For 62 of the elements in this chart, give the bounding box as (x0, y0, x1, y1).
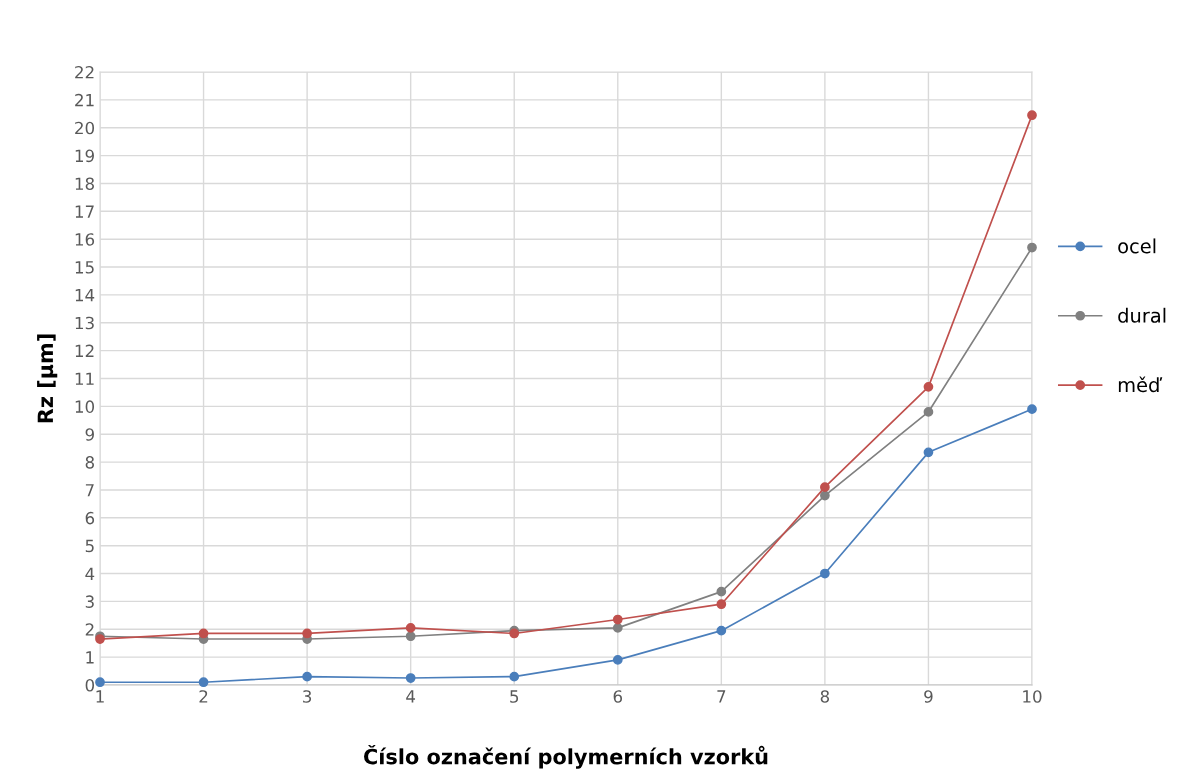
x-tick-label: 1 (96, 690, 104, 703)
point (612, 623, 623, 633)
legend-label: ocel (1118, 238, 1156, 254)
y-tick-label: 14 (75, 289, 95, 302)
point (198, 677, 209, 688)
y-tick-label: 19 (75, 149, 94, 163)
point (405, 631, 416, 642)
y-axis-title: Rz [µm] (37, 334, 58, 423)
y-tick-label: 9 (85, 428, 94, 441)
y-tick-label: 4 (85, 567, 95, 580)
y-tick-label: 12 (75, 344, 94, 357)
point (302, 671, 312, 682)
point (1027, 110, 1037, 121)
y-tick-label: 20 (75, 121, 95, 135)
point (405, 673, 416, 683)
point (716, 599, 727, 610)
y-tick-label: 13 (75, 316, 94, 330)
y-tick-label: 21 (75, 93, 94, 107)
x-tick-label: 3 (303, 690, 312, 703)
point (820, 490, 830, 501)
y-tick-label: 0 (85, 678, 95, 692)
point (612, 614, 623, 625)
y-tick-label: 3 (85, 595, 94, 608)
point (198, 628, 209, 639)
x-tick-label: 4 (406, 690, 416, 703)
x-tick-label: 2 (199, 690, 208, 703)
point (509, 671, 520, 682)
y-tick-label: 5 (85, 539, 94, 553)
y-tick-label: 2 (85, 623, 94, 636)
point (923, 447, 934, 458)
point (716, 625, 727, 636)
y-tick-label: 7 (85, 484, 94, 497)
y-tick-label: 1 (86, 651, 94, 664)
point (923, 407, 934, 417)
x-tick-label: 7 (717, 690, 726, 703)
y-tick-label: 15 (75, 261, 94, 274)
legend-label: měď (1118, 376, 1163, 393)
y-tick-label: 22 (75, 65, 94, 79)
point (302, 628, 312, 639)
point (405, 623, 416, 633)
y-tick-label: 16 (75, 233, 95, 246)
point (716, 586, 727, 597)
x-axis-title: Číslo označení polymerních vzorků (364, 744, 768, 769)
x-tick-label: 5 (510, 690, 519, 703)
point (612, 655, 623, 665)
point (1027, 404, 1037, 415)
point (923, 381, 934, 392)
y-tick-label: 18 (75, 177, 94, 191)
point (820, 568, 830, 579)
y-tick-label: 6 (85, 511, 95, 525)
x-tick-label: 9 (924, 690, 933, 703)
point (95, 677, 105, 688)
x-tick-label: 8 (820, 690, 830, 703)
point (1027, 242, 1037, 253)
y-tick-label: 11 (75, 372, 94, 385)
legend-label: dural (1118, 307, 1166, 323)
x-tick-label: 6 (613, 690, 623, 703)
y-tick-label: 8 (85, 456, 94, 469)
y-tick-label: 10 (75, 400, 95, 413)
x-tick-label: 10 (1023, 690, 1042, 703)
y-tick-label: 17 (75, 205, 94, 218)
point (820, 482, 830, 493)
